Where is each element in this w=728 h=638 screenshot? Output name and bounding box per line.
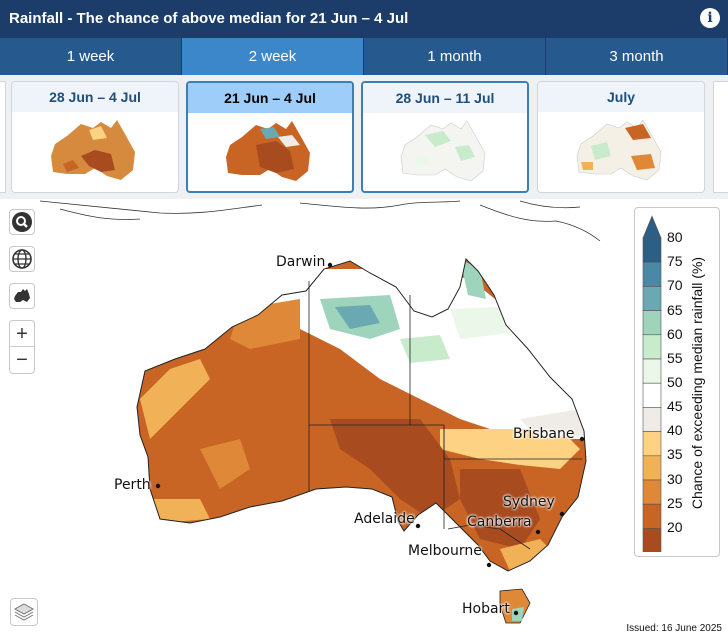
australia-rainfall-map <box>39 200 601 624</box>
thumbnail-label: July <box>538 82 704 112</box>
tab-1-month[interactable]: 1 month <box>364 38 546 75</box>
legend-colorbar <box>642 215 662 552</box>
tab-2-week[interactable]: 2 week <box>182 38 364 75</box>
legend-swatch <box>642 431 662 457</box>
australia-view-button[interactable] <box>9 283 35 309</box>
legend-arrow-high <box>642 215 662 239</box>
legend-swatch <box>642 503 662 529</box>
legend-swatch <box>642 310 662 336</box>
tab-3-month[interactable]: 3 month <box>546 38 728 75</box>
forecast-thumbnails: 28 Jun – 4 Jul 21 Jun – 4 Jul 28 Jun – 1… <box>0 75 728 199</box>
legend-swatch <box>642 382 662 408</box>
tasmania-wet-patch <box>512 607 524 621</box>
legend-tick: 30 <box>667 471 683 487</box>
page-title: Rainfall - The chance of above median fo… <box>9 10 409 27</box>
legend-swatch <box>642 286 662 311</box>
issued-date: Issued: 16 June 2025 <box>626 623 722 634</box>
legend-tick: 20 <box>667 519 683 535</box>
mini-map-wet <box>400 120 486 182</box>
thumbnail-28-jun-11-jul[interactable]: 28 Jun – 11 Jul <box>361 81 529 193</box>
thumbnail-july[interactable]: July <box>537 81 705 193</box>
australia-icon <box>14 289 30 302</box>
title-bar: Rainfall - The chance of above median fo… <box>0 0 728 38</box>
zoom-out-button[interactable]: − <box>16 349 28 371</box>
legend-swatch <box>642 455 662 481</box>
zoom-in-button[interactable]: + <box>10 321 34 347</box>
city-label-canberra: Canberra <box>467 514 532 530</box>
mini-map-mixed <box>576 119 662 181</box>
coastline <box>136 257 587 572</box>
search-button[interactable] <box>9 209 35 235</box>
city-label-brisbane: Brisbane <box>513 426 575 442</box>
city-markers <box>155 262 585 616</box>
neighbour-coastlines <box>39 200 601 242</box>
period-tabs: 1 week 2 week 1 month 3 month <box>0 38 728 75</box>
city-label-sydney: Sydney <box>503 494 555 510</box>
legend-tick: 35 <box>667 446 683 462</box>
legend-swatch <box>642 358 662 384</box>
zoom-control: + − <box>9 320 35 374</box>
city-label-darwin: Darwin <box>276 254 326 270</box>
legend-tick: 40 <box>667 422 683 438</box>
forecast-map[interactable]: Darwin Brisbane Perth Sydney Adelaide Ca… <box>0 199 728 638</box>
legend-swatch <box>642 237 662 263</box>
globe-icon <box>12 249 32 269</box>
city-label-perth: Perth <box>114 477 151 493</box>
legend-tick: 70 <box>667 277 683 293</box>
legend-tick: 60 <box>667 326 683 342</box>
legend-swatch <box>642 261 662 287</box>
legend-swatch <box>642 407 662 432</box>
globe-button[interactable] <box>9 246 35 272</box>
tab-1-week[interactable]: 1 week <box>0 38 182 75</box>
legend-swatch <box>642 479 662 505</box>
legend-tick: 45 <box>667 398 683 414</box>
legend-tick: 25 <box>667 495 683 511</box>
legend-title: Chance of exceeding median rainfall (%) <box>689 256 705 510</box>
thumbnail-label: 21 Jun – 4 Jul <box>188 83 352 113</box>
state-borders <box>308 281 582 550</box>
legend-swatch <box>642 334 662 360</box>
thumbnail-28-jun-4-jul[interactable]: 28 Jun – 4 Jul <box>11 81 179 193</box>
layers-icon <box>13 603 35 621</box>
info-icon[interactable]: i <box>700 8 720 28</box>
search-icon <box>12 212 32 232</box>
legend-tick: 80 <box>667 229 683 245</box>
rainfall-legend: 80 75 70 65 60 55 50 45 40 35 30 25 20 C… <box>634 207 720 557</box>
city-label-adelaide: Adelaide <box>354 511 415 527</box>
city-label-melbourne: Melbourne <box>408 543 482 559</box>
legend-tick: 75 <box>667 253 683 269</box>
thumbnail-label: 28 Jun – 11 Jul <box>363 83 527 113</box>
thumbnail-21-jun-4-jul[interactable]: 21 Jun – 4 Jul <box>186 81 354 193</box>
thumbnail-label: 28 Jun – 4 Jul <box>12 82 178 112</box>
legend-swatch <box>642 528 662 552</box>
legend-tick: 55 <box>667 350 683 366</box>
mini-map-dry <box>51 120 135 180</box>
legend-tick: 65 <box>667 302 683 318</box>
layers-button[interactable] <box>10 598 38 626</box>
city-label-hobart: Hobart <box>462 601 510 617</box>
mini-map-dry <box>226 121 310 181</box>
legend-tick: 50 <box>667 374 683 390</box>
